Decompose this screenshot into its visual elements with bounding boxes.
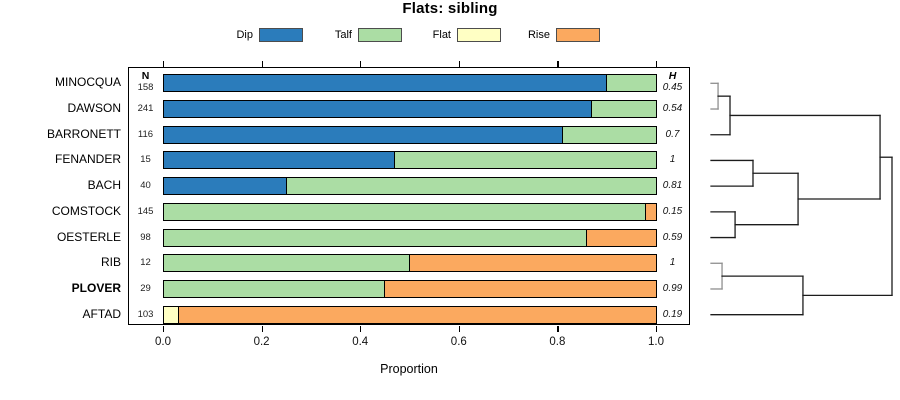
legend-swatch — [556, 28, 600, 42]
legend-item: Dip — [199, 27, 303, 43]
stacked-bar — [163, 228, 657, 247]
h-value: 0.15 — [662, 205, 683, 217]
x-axis-title: Proportion — [380, 362, 438, 376]
n-value: 103 — [137, 308, 154, 320]
h-value: 0.54 — [662, 103, 683, 114]
bar-segment-dip — [164, 101, 593, 117]
bar-segment-rise — [587, 229, 656, 246]
bar-segment-talf — [592, 101, 656, 117]
bar-segment-rise — [410, 255, 656, 272]
x-tick-label: 0.8 — [549, 336, 566, 348]
n-value: 15 — [140, 154, 151, 166]
top-tick — [163, 61, 165, 67]
legend-label: Flat — [432, 29, 451, 41]
legend-swatch — [358, 28, 402, 42]
chart-title: Flats: sibling — [402, 0, 498, 17]
stacked-bar — [163, 254, 657, 273]
x-tick-label: 0.2 — [253, 336, 270, 348]
stacked-bar — [163, 177, 657, 196]
h-value: 0.59 — [662, 231, 683, 243]
n-value: 241 — [137, 103, 154, 114]
x-tick — [360, 326, 362, 332]
y-axis-label: BACH — [87, 178, 121, 193]
n-column-header: N — [141, 70, 150, 82]
x-tick — [261, 326, 263, 332]
plot-box — [128, 67, 690, 325]
bar-segment-talf — [164, 280, 386, 297]
h-value: 0.19 — [662, 308, 683, 320]
stacked-bar — [163, 202, 657, 221]
h-value: 0.99 — [662, 282, 683, 294]
stacked-bar — [163, 100, 657, 118]
n-value: 40 — [140, 180, 151, 192]
n-value: 145 — [137, 205, 154, 217]
stacked-bar — [163, 125, 657, 144]
bar-segment-talf — [164, 203, 647, 220]
bar-segment-talf — [287, 178, 656, 195]
legend-item: Flat — [397, 27, 501, 43]
y-axis-label: COMSTOCK — [51, 203, 121, 218]
h-value: 1 — [669, 154, 676, 166]
x-tick — [656, 326, 658, 332]
top-tick — [360, 61, 362, 67]
top-tick — [261, 61, 263, 67]
legend-item: Rise — [496, 27, 600, 43]
bar-segment-talf — [164, 229, 588, 246]
y-axis-label: MINOCQUA — [55, 75, 121, 90]
top-tick — [656, 61, 658, 67]
h-value: 1 — [669, 257, 676, 269]
y-axis-label: AFTAD — [82, 306, 121, 321]
stacked-bar — [163, 151, 657, 170]
bar-segment-talf — [606, 75, 656, 92]
legend-label: Talf — [334, 29, 352, 41]
h-column-header: H — [668, 70, 677, 82]
stacked-bar — [163, 279, 657, 298]
bar-segment-talf — [164, 255, 410, 272]
x-tick-label: 0.0 — [155, 336, 171, 348]
y-axis-label: RIB — [100, 255, 121, 270]
bar-segment-rise — [385, 280, 656, 297]
n-value: 158 — [137, 82, 154, 94]
bar-segment-talf — [395, 152, 656, 169]
n-value: 116 — [137, 128, 154, 140]
bar-segment-talf — [562, 126, 656, 143]
bar-segment-dip — [164, 178, 287, 195]
legend-label: Dip — [236, 29, 253, 41]
dendrogram — [710, 82, 893, 316]
bar-segment-rise — [646, 203, 656, 220]
h-value: 0.81 — [662, 180, 683, 192]
n-value: 29 — [140, 282, 151, 294]
stacked-bar — [163, 305, 657, 324]
h-value: 0.45 — [662, 82, 683, 94]
y-axis-label: BARRONETT — [46, 126, 121, 141]
n-value: 12 — [140, 257, 151, 269]
legend-label: Rise — [527, 29, 550, 41]
legend-item: Talf — [298, 27, 402, 43]
h-value: 0.7 — [665, 128, 680, 140]
y-axis-label: DAWSON — [67, 101, 121, 115]
y-axis-label: FENANDER — [54, 152, 121, 167]
x-tick — [458, 326, 460, 332]
y-axis-label: OESTERLE — [56, 229, 121, 244]
top-tick — [557, 61, 559, 67]
top-tick — [458, 61, 460, 67]
x-tick-label: 0.6 — [450, 336, 467, 348]
x-tick — [163, 326, 165, 332]
legend-swatch — [259, 28, 303, 42]
y-axis-label: PLOVER — [71, 280, 121, 295]
bar-segment-rise — [178, 306, 656, 323]
bar-segment-dip — [164, 152, 396, 169]
x-tick-label: 1.0 — [648, 336, 664, 348]
bar-segment-flat — [164, 306, 179, 323]
n-value: 98 — [140, 231, 151, 243]
x-tick-label: 0.4 — [352, 336, 369, 348]
legend-swatch — [457, 28, 501, 42]
stacked-bar — [163, 74, 657, 93]
bar-segment-dip — [164, 75, 607, 92]
bar-segment-dip — [164, 126, 563, 143]
x-tick — [557, 326, 559, 332]
